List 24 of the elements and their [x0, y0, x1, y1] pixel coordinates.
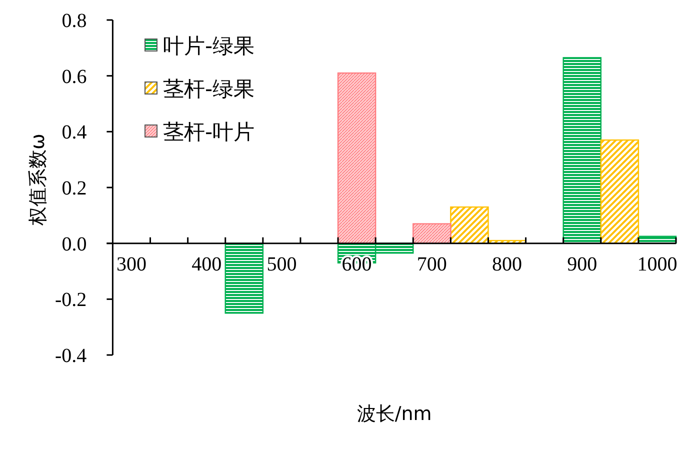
bar [562, 57, 602, 244]
bar [412, 223, 452, 244]
y-tick-label: -0.2 [55, 289, 87, 312]
y-tick-label: 0.0 [62, 233, 87, 256]
x-tick-label: 400 [192, 253, 222, 276]
y-tick-label: 0.6 [62, 66, 87, 88]
x-tick-label: 300 [116, 253, 146, 276]
legend-label: 茎杆-绿果 [163, 77, 255, 101]
y-tick-label: 0.2 [62, 178, 87, 200]
x-tick-label: 700 [416, 253, 447, 276]
bar [337, 72, 376, 244]
legend-label: 叶片-绿果 [163, 34, 255, 58]
legend-label: 茎杆-叶片 [163, 120, 255, 144]
x-tick-label: 800 [492, 253, 522, 276]
y-axis-title: 权值系数ω [27, 134, 49, 226]
bar [600, 139, 640, 244]
x-tick-label: 900 [567, 253, 598, 276]
y-tick-label: 0.8 [62, 10, 87, 32]
x-tick-label: 1000 [637, 253, 678, 276]
x-axis-title: 波长/nm [356, 403, 432, 425]
y-tick-label: -0.4 [55, 345, 87, 367]
bar [224, 242, 264, 314]
y-tick-label: 0.4 [62, 122, 87, 144]
x-tick-label: 500 [266, 253, 297, 276]
